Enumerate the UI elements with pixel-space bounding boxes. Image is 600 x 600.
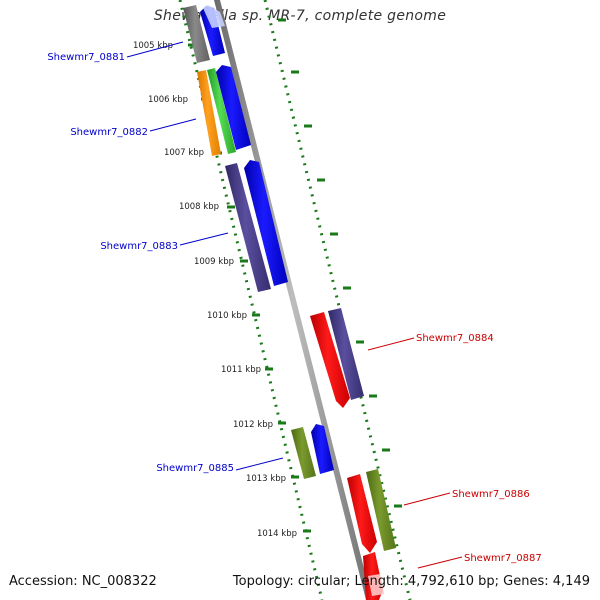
gene-label-0883[interactable]: Shewmr7_0883 — [100, 241, 178, 252]
leader-0881 — [126, 41, 184, 58]
kbp-label-1009: 1009 kbp — [194, 257, 234, 267]
kbp-label-1012: 1012 kbp — [233, 420, 273, 430]
forward-gene-0882[interactable] — [216, 65, 251, 150]
leader-0886 — [403, 492, 451, 506]
olive-feature-0885[interactable] — [291, 427, 316, 479]
kbp-label-1011: 1011 kbp — [221, 365, 261, 375]
genome-backbone — [214, 0, 372, 600]
leader-0883 — [179, 232, 229, 246]
kbp-label-1006: 1006 kbp — [148, 95, 188, 105]
kbp-label-1014: 1014 kbp — [257, 529, 297, 539]
map-title: Shewanella sp. MR-7, complete genome — [153, 8, 447, 24]
left-ruler-line — [178, 0, 324, 600]
ghost-gene-0887 — [368, 574, 384, 596]
gene-label-0881[interactable]: Shewmr7_0881 — [47, 52, 125, 63]
gene-label-0884[interactable]: Shewmr7_0884 — [416, 333, 494, 344]
kbp-label-1007: 1007 kbp — [164, 148, 204, 158]
leader-0884 — [367, 337, 415, 351]
forward-gene-0883[interactable] — [244, 160, 288, 286]
ghost-gene-0881 — [203, 5, 225, 28]
right-ruler-line — [263, 0, 412, 600]
purple-feature-0884[interactable] — [328, 308, 364, 400]
olive-feature-0886[interactable] — [366, 469, 396, 551]
orange-feature-0882[interactable] — [197, 70, 221, 156]
ruler-ticks — [188, 18, 402, 533]
accession-text: Accession: NC_008322 — [9, 574, 157, 589]
leader-0887 — [417, 556, 463, 569]
reverse-gene-0886[interactable] — [347, 474, 377, 553]
gene-label-0882[interactable]: Shewmr7_0882 — [70, 127, 148, 138]
green-feature-0882[interactable] — [207, 68, 236, 154]
reverse-gene-0884[interactable] — [310, 312, 350, 408]
gene-label-0886[interactable]: Shewmr7_0886 — [452, 489, 530, 500]
leader-0885 — [235, 457, 284, 471]
kbp-label-1008: 1008 kbp — [179, 202, 219, 212]
forward-gene-0881[interactable] — [200, 6, 225, 56]
kbp-label-1005: 1005 kbp — [133, 41, 173, 51]
purple-feature-0883[interactable] — [225, 163, 271, 292]
gene-label-0885[interactable]: Shewmr7_0885 — [156, 463, 234, 474]
leader-0882 — [149, 118, 197, 132]
gene-label-0887[interactable]: Shewmr7_0887 — [464, 553, 542, 564]
forward-gene-0885[interactable] — [311, 424, 334, 474]
topology-text: Topology: circular; Length: 4,792,610 bp… — [232, 574, 590, 589]
gray-feature-0881[interactable] — [183, 5, 210, 63]
kbp-label-1013: 1013 kbp — [246, 474, 286, 484]
kbp-label-1010: 1010 kbp — [207, 311, 247, 321]
